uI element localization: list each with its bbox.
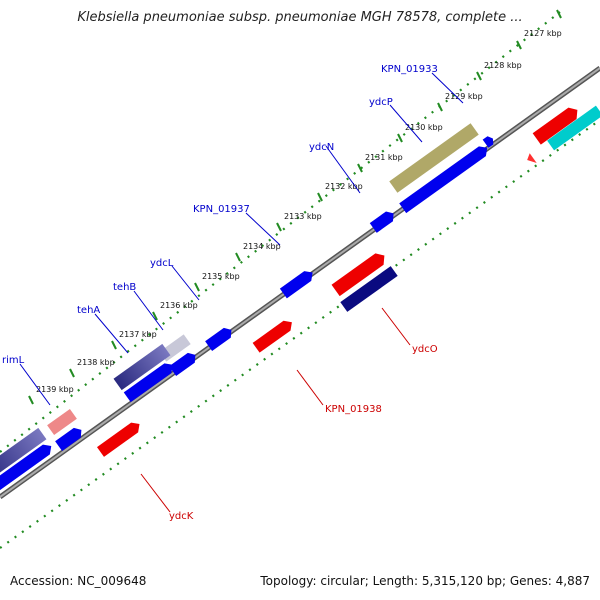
feature-ydco[interactable]	[340, 266, 398, 312]
accession-value: NC_009648	[77, 574, 147, 588]
feature-kpn-01938[interactable]	[252, 317, 296, 353]
tick-label: 2130 kbp	[405, 123, 443, 132]
tick-mark	[111, 340, 117, 350]
tick-mark	[235, 252, 241, 262]
gene-features[interactable]	[0, 104, 600, 496]
gene-label-tehb[interactable]: tehB	[113, 282, 136, 293]
gene-label-ydcp[interactable]: ydcP	[369, 97, 393, 108]
feature-ydcp-hit[interactable]	[389, 123, 479, 193]
feature-ydcl[interactable]	[205, 325, 235, 352]
tick-marks	[28, 9, 562, 405]
tick-mark	[476, 71, 482, 81]
genome-title: Klebsiella pneumoniae subsp. pneumoniae …	[77, 10, 523, 25]
tick-mark	[28, 395, 34, 405]
feature-teha[interactable]	[123, 360, 177, 403]
tick-label: 2139 kbp	[36, 385, 74, 394]
tick-label: 2135 kbp	[202, 272, 240, 281]
feature-ydcp[interactable]	[399, 143, 491, 214]
feature-ydcn[interactable]	[369, 209, 397, 233]
tick-mark	[556, 9, 562, 19]
tick-label: 2138 kbp	[77, 358, 115, 367]
feature-navy-left[interactable]	[0, 427, 47, 480]
gene-label-riml[interactable]: rimL	[2, 355, 25, 366]
feature-ydco-reverse[interactable]	[331, 250, 389, 297]
tick-mark	[152, 311, 158, 321]
tick-mark	[69, 368, 75, 378]
lower-dotted-track	[0, 119, 600, 549]
tick-mark	[437, 102, 443, 112]
accession-info: Accession: NC_009648	[10, 574, 146, 588]
topology-info: Topology: circular; Length: 5,315,120 bp…	[260, 574, 590, 588]
tick-label: 2131 kbp	[365, 153, 403, 162]
label-leader-lines	[19, 72, 464, 513]
gene-label-ydcl[interactable]: ydcL	[150, 258, 174, 269]
tick-mark	[397, 133, 403, 143]
tick-label: 2133 kbp	[284, 212, 322, 221]
gene-label-ydco[interactable]: ydcO	[412, 344, 438, 355]
tick-mark	[516, 40, 522, 50]
tick-label: 2134 kbp	[243, 242, 281, 251]
gene-label-teha[interactable]: tehA	[77, 305, 100, 316]
feature-blue-left[interactable]	[0, 441, 55, 496]
tick-label: 2132 kbp	[325, 182, 363, 191]
feature-kpn-01937[interactable]	[279, 268, 316, 299]
tick-labels: 2127 kbp 2128 kbp 2129 kbp 2130 kbp 2131…	[36, 29, 562, 394]
tick-label: 2129 kbp	[445, 92, 483, 101]
tick-label: 2128 kbp	[484, 61, 522, 70]
feature-tehb[interactable]	[169, 350, 199, 377]
feature-reverse-top-right[interactable]	[532, 104, 582, 145]
feature-riml-hit[interactable]	[47, 408, 77, 436]
feature-teha-hit[interactable]	[113, 343, 171, 391]
gene-label-kpn-01933[interactable]: KPN_01933	[381, 64, 438, 75]
feature-cyan-arrow[interactable]	[525, 153, 537, 166]
tick-mark	[357, 163, 363, 173]
tick-mark	[194, 282, 200, 292]
gene-label-kpn-01938[interactable]: KPN_01938	[325, 404, 382, 415]
feature-cyan[interactable]	[547, 105, 600, 151]
tick-label: 2127 kbp	[524, 29, 562, 38]
gene-label-ydcn[interactable]: ydcN	[309, 142, 334, 153]
tick-label: 2137 kbp	[119, 330, 157, 339]
tick-mark	[317, 192, 323, 202]
tick-label: 2136 kbp	[160, 301, 198, 310]
tick-mark	[276, 222, 282, 232]
gene-label-ydck[interactable]: ydcK	[169, 511, 194, 522]
gene-label-kpn-01937[interactable]: KPN_01937	[193, 204, 250, 215]
upper-dotted-track	[0, 11, 561, 453]
feature-kpn-01933[interactable]	[482, 134, 496, 148]
feature-riml[interactable]	[55, 425, 85, 452]
feature-ydck[interactable]	[96, 419, 143, 457]
accession-label: Accession:	[10, 574, 74, 588]
